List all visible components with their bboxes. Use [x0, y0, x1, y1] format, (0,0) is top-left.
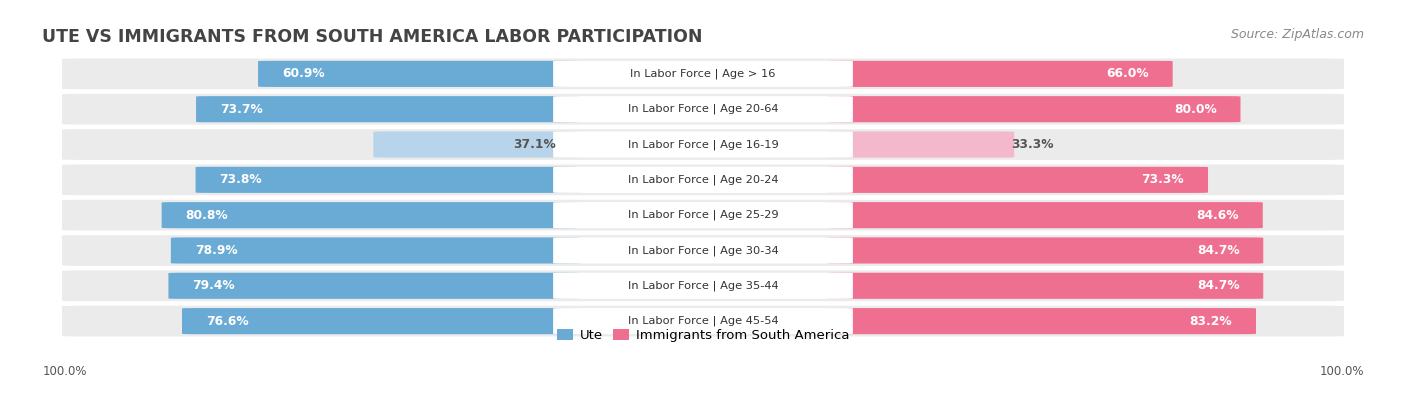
FancyBboxPatch shape [553, 237, 853, 263]
Text: 73.8%: 73.8% [219, 173, 262, 186]
FancyBboxPatch shape [162, 202, 579, 228]
FancyBboxPatch shape [181, 308, 579, 334]
Text: Source: ZipAtlas.com: Source: ZipAtlas.com [1230, 28, 1364, 41]
Text: In Labor Force | Age 35-44: In Labor Force | Age 35-44 [627, 280, 779, 291]
Text: 73.3%: 73.3% [1142, 173, 1184, 186]
FancyBboxPatch shape [827, 132, 1014, 158]
Text: 80.8%: 80.8% [186, 209, 228, 222]
Text: In Labor Force | Age 45-54: In Labor Force | Age 45-54 [627, 316, 779, 326]
Text: In Labor Force | Age > 16: In Labor Force | Age > 16 [630, 69, 776, 79]
Text: 78.9%: 78.9% [194, 244, 238, 257]
Text: In Labor Force | Age 20-24: In Labor Force | Age 20-24 [627, 175, 779, 185]
FancyBboxPatch shape [172, 237, 579, 263]
FancyBboxPatch shape [553, 132, 853, 158]
Text: 66.0%: 66.0% [1107, 68, 1149, 81]
Text: 79.4%: 79.4% [193, 279, 235, 292]
FancyBboxPatch shape [62, 306, 1344, 337]
FancyBboxPatch shape [62, 235, 1344, 266]
FancyBboxPatch shape [827, 96, 1240, 122]
FancyBboxPatch shape [827, 202, 1263, 228]
Text: 73.7%: 73.7% [219, 103, 263, 116]
FancyBboxPatch shape [827, 61, 1173, 87]
FancyBboxPatch shape [827, 237, 1263, 263]
FancyBboxPatch shape [195, 96, 579, 122]
FancyBboxPatch shape [169, 273, 579, 299]
Text: 84.7%: 84.7% [1197, 279, 1240, 292]
FancyBboxPatch shape [62, 129, 1344, 160]
FancyBboxPatch shape [62, 58, 1344, 89]
FancyBboxPatch shape [62, 94, 1344, 124]
FancyBboxPatch shape [553, 202, 853, 228]
FancyBboxPatch shape [553, 273, 853, 299]
FancyBboxPatch shape [195, 167, 579, 193]
FancyBboxPatch shape [827, 308, 1256, 334]
Text: In Labor Force | Age 25-29: In Labor Force | Age 25-29 [627, 210, 779, 220]
FancyBboxPatch shape [827, 167, 1208, 193]
Legend: Ute, Immigrants from South America: Ute, Immigrants from South America [551, 324, 855, 347]
Text: 60.9%: 60.9% [281, 68, 325, 81]
FancyBboxPatch shape [374, 132, 579, 158]
FancyBboxPatch shape [553, 167, 853, 193]
FancyBboxPatch shape [827, 273, 1263, 299]
Text: In Labor Force | Age 30-34: In Labor Force | Age 30-34 [627, 245, 779, 256]
Text: In Labor Force | Age 16-19: In Labor Force | Age 16-19 [627, 139, 779, 150]
Text: 100.0%: 100.0% [1319, 365, 1364, 378]
Text: 83.2%: 83.2% [1189, 314, 1232, 327]
Text: 84.7%: 84.7% [1197, 244, 1240, 257]
FancyBboxPatch shape [62, 271, 1344, 301]
Text: 80.0%: 80.0% [1174, 103, 1216, 116]
Text: 100.0%: 100.0% [42, 365, 87, 378]
Text: 33.3%: 33.3% [1011, 138, 1054, 151]
Text: 76.6%: 76.6% [205, 314, 249, 327]
FancyBboxPatch shape [553, 96, 853, 122]
FancyBboxPatch shape [553, 61, 853, 87]
FancyBboxPatch shape [259, 61, 579, 87]
Text: UTE VS IMMIGRANTS FROM SOUTH AMERICA LABOR PARTICIPATION: UTE VS IMMIGRANTS FROM SOUTH AMERICA LAB… [42, 28, 703, 46]
FancyBboxPatch shape [62, 164, 1344, 195]
FancyBboxPatch shape [62, 200, 1344, 231]
Text: In Labor Force | Age 20-64: In Labor Force | Age 20-64 [627, 104, 779, 115]
Text: 84.6%: 84.6% [1197, 209, 1239, 222]
Text: 37.1%: 37.1% [513, 138, 555, 151]
FancyBboxPatch shape [553, 308, 853, 334]
